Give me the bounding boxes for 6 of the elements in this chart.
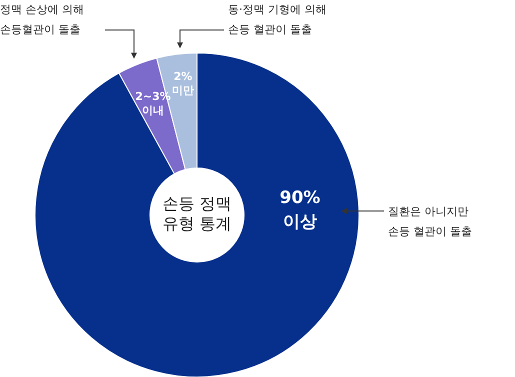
text: 손등 정맥 유형 통계 <box>162 194 232 233</box>
slice-label: 90% 이상 <box>280 188 320 232</box>
text: 동·정맥 기형에 의해 손등 혈관이 돌출 <box>228 3 326 36</box>
text: 질환은 아니지만 손등 혈관이 돌출 <box>388 205 472 238</box>
slice-label: 2% 미만 <box>172 70 194 97</box>
text: 정맥 손상에 의해 손등혈관이 돌출 <box>0 3 84 36</box>
